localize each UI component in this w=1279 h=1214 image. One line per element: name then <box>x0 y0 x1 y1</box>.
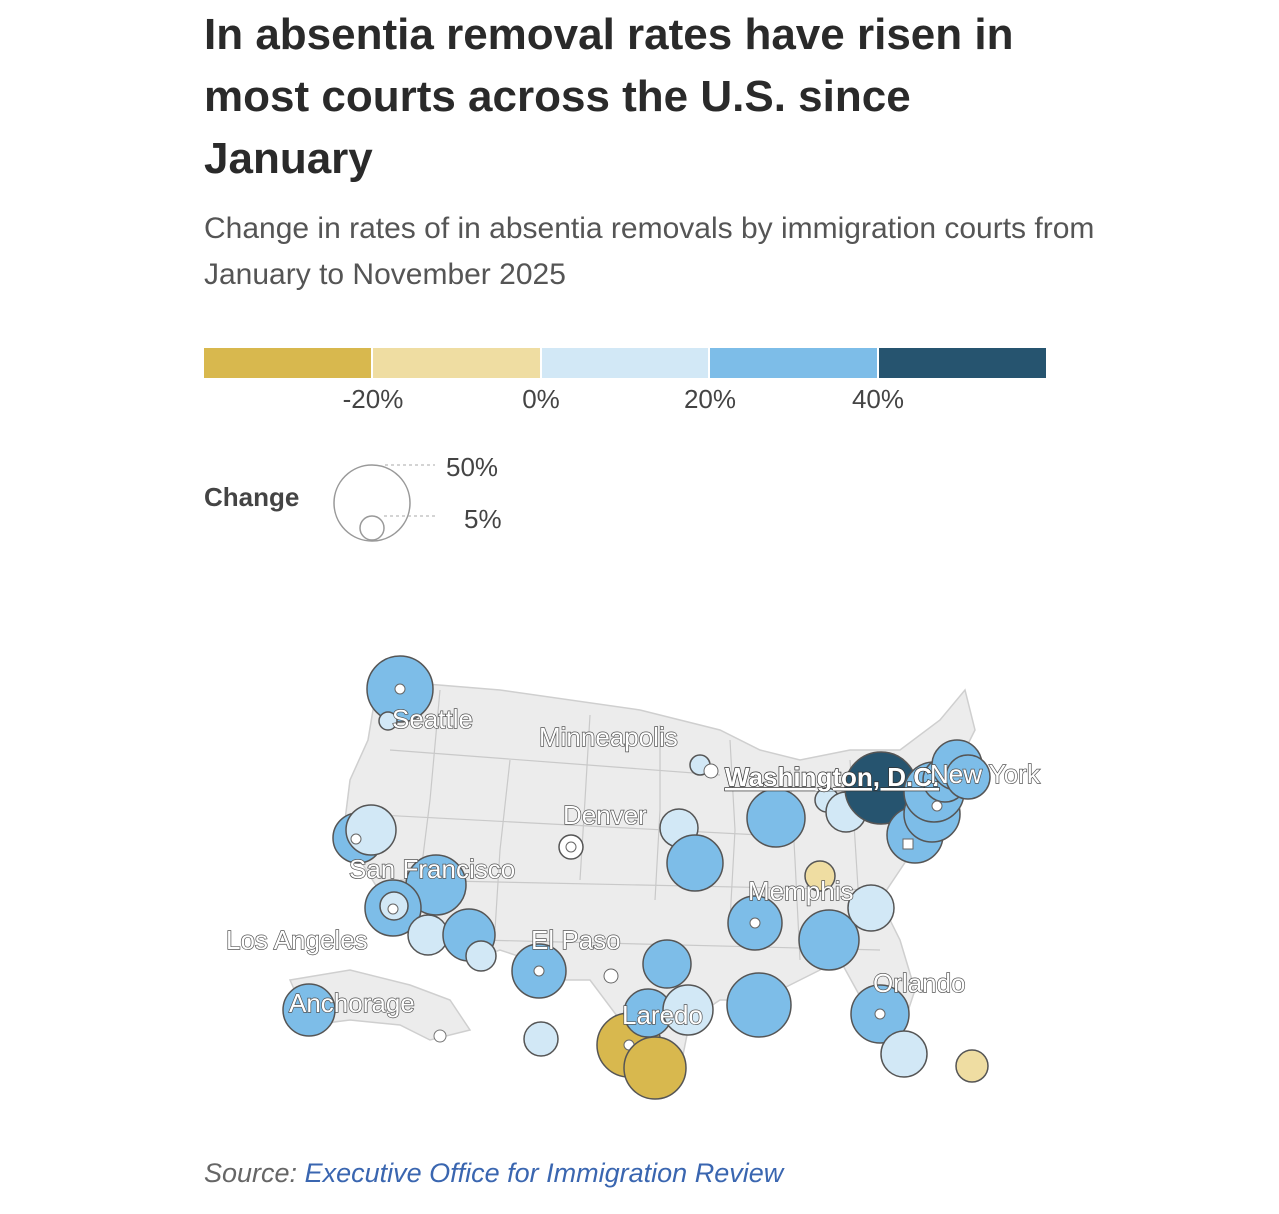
size-legend-circles <box>333 464 435 542</box>
kansas-bubble <box>666 834 724 892</box>
label-seattle: Seattle <box>392 704 473 734</box>
dc-marker <box>902 838 914 850</box>
charlotte-bubble <box>847 884 895 932</box>
miami-bubble <box>880 1030 928 1078</box>
houston-bubble-2 <box>726 972 792 1038</box>
orlando-marker <box>874 1008 886 1020</box>
label-orlando: Orlando <box>873 968 966 998</box>
minneapolis-marker <box>703 763 719 779</box>
size-legend-label: Change <box>204 482 300 512</box>
otero-marker <box>603 968 619 984</box>
label-minneapolis: Minneapolis <box>539 722 678 752</box>
la-marker <box>387 903 399 915</box>
la-bubble-3 <box>407 914 449 956</box>
harlingen-bubble <box>623 1036 687 1100</box>
size-legend-large-circle <box>333 464 411 542</box>
elpaso-marker <box>533 965 545 977</box>
sf-marker <box>350 833 362 845</box>
legend-swatch-above-40 <box>877 348 1046 378</box>
label-denver: Denver <box>563 800 647 830</box>
bubbles <box>282 655 991 1100</box>
label-los-angeles: Los Angeles <box>226 925 368 955</box>
legend-tick-20: 20% <box>683 384 737 414</box>
legend-swatch-0-to-20 <box>539 348 709 378</box>
sandiego-bubble <box>465 940 497 972</box>
anchorage-bubble <box>282 983 336 1037</box>
legend-tick-40: 40% <box>851 384 905 414</box>
legend-tick-0: 0% <box>522 384 560 414</box>
label-washington: Washington, D.C. <box>725 762 939 792</box>
saltlake-marker <box>565 841 577 853</box>
legend-tick-minus20: -20% <box>342 384 404 414</box>
legend-swatch-below-minus20 <box>204 348 371 378</box>
dallas-bubble <box>642 939 692 989</box>
label-memphis: Memphis <box>748 876 853 906</box>
color-legend-bar <box>204 348 1046 378</box>
honolulu-marker <box>433 1029 447 1043</box>
legend-swatch-minus20-to-0 <box>370 348 540 378</box>
nashville-bubble <box>804 860 836 892</box>
size-legend-small-value: 5% <box>464 504 502 534</box>
chicago-bubble <box>746 788 806 848</box>
sf-area-bubble-2 <box>345 804 397 856</box>
chart-subtitle: Change in rates of in absentia removals … <box>204 212 1095 291</box>
sanjuan-bubble <box>955 1049 989 1083</box>
atlanta-bubble <box>798 909 860 971</box>
size-legend-large-value: 50% <box>446 452 499 482</box>
saipan-bubble <box>523 1021 559 1057</box>
seattle-small-bubble <box>378 711 398 731</box>
houston-bubble-1 <box>662 984 714 1036</box>
label-el-paso: El Paso <box>531 925 621 955</box>
legend-swatch-20-to-40 <box>708 348 878 378</box>
us-map: Seattle Minneapolis Washington, D.C. New… <box>225 655 1042 1100</box>
hartford-bubble <box>945 754 991 800</box>
label-anchorage: Anchorage <box>289 988 415 1018</box>
memphis-marker <box>749 917 761 929</box>
size-legend-small-circle <box>359 515 385 541</box>
label-laredo: Laredo <box>622 1000 703 1030</box>
newyork-marker <box>931 800 943 812</box>
label-new-york: New York <box>930 759 1041 789</box>
source-link[interactable]: Executive Office for Immigration Review <box>304 1158 784 1188</box>
chart-title: In absentia removal rates have risen in … <box>204 10 1014 183</box>
source-prefix: Source: <box>204 1158 305 1188</box>
source-line: Source: Executive Office for Immigration… <box>204 1158 783 1189</box>
label-san-francisco: San Francisco <box>349 854 515 884</box>
seattle-marker <box>394 683 406 695</box>
